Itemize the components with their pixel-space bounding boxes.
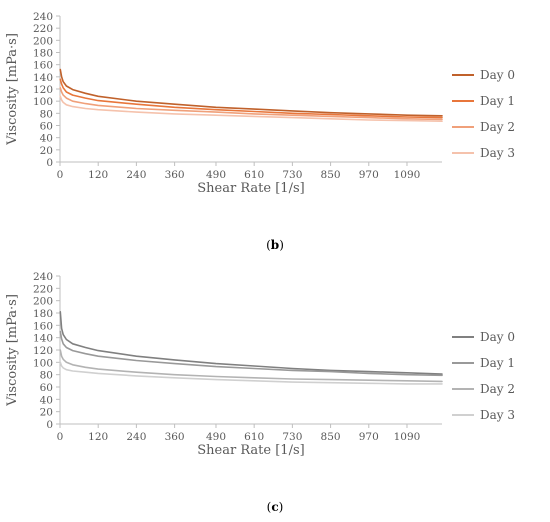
y-tick-label: 60: [40, 382, 53, 394]
figure-caption: (b): [266, 238, 284, 252]
y-tick-label: 220: [33, 283, 53, 295]
y-tick-label: 20: [40, 145, 53, 157]
x-tick-label: 0: [57, 431, 64, 443]
x-tick-label: 490: [206, 431, 226, 443]
y-axis-title: Viscosity [mPa·s]: [5, 33, 20, 146]
legend-label: Day 0: [480, 68, 515, 82]
x-tick-label: 1090: [394, 431, 421, 443]
legend-label: Day 2: [480, 120, 515, 134]
x-tick-label: 970: [359, 169, 379, 181]
series-line-day-0: [59, 310, 443, 375]
legend-label: Day 1: [480, 94, 515, 108]
y-tick-label: 180: [33, 308, 53, 320]
y-tick-label: 140: [33, 72, 53, 84]
series-line-day-0: [59, 68, 443, 117]
series-line-day-1: [59, 330, 443, 377]
y-tick-label: 200: [33, 296, 53, 308]
y-tick-label: 140: [33, 333, 53, 345]
y-tick-label: 40: [40, 133, 53, 145]
x-tick-label: 0: [57, 169, 64, 181]
x-tick-label: 610: [244, 431, 264, 443]
y-tick-label: 180: [33, 48, 53, 60]
y-tick-label: 40: [40, 394, 53, 406]
y-tick-label: 20: [40, 407, 53, 419]
y-tick-label: 220: [33, 23, 53, 35]
figure-caption: (c): [267, 500, 284, 514]
legend-label: Day 1: [480, 356, 515, 370]
x-tick-label: 610: [244, 169, 264, 181]
y-tick-label: 100: [33, 96, 53, 108]
x-axis-title: Shear Rate [1/s]: [197, 443, 304, 458]
y-tick-label: 240: [33, 271, 53, 283]
x-tick-label: 850: [321, 169, 341, 181]
y-tick-label: 100: [33, 357, 53, 369]
series-line-day-3: [59, 95, 443, 122]
x-tick-label: 970: [359, 431, 379, 443]
y-tick-label: 240: [33, 11, 53, 23]
y-tick-label: 80: [40, 370, 53, 382]
x-tick-label: 730: [282, 169, 302, 181]
x-tick-label: 1090: [394, 169, 421, 181]
x-axis-title: Shear Rate [1/s]: [197, 181, 304, 196]
y-tick-label: 0: [46, 419, 53, 431]
x-tick-label: 120: [88, 431, 108, 443]
x-tick-label: 730: [282, 431, 302, 443]
x-tick-label: 120: [88, 169, 108, 181]
legend-label: Day 2: [480, 382, 515, 396]
y-tick-label: 120: [33, 345, 53, 357]
y-tick-label: 160: [33, 320, 53, 332]
y-tick-label: 120: [33, 84, 53, 96]
x-tick-label: 360: [165, 169, 185, 181]
y-tick-label: 60: [40, 121, 53, 133]
series-line-day-2: [59, 349, 443, 383]
y-tick-label: 200: [33, 35, 53, 47]
x-tick-label: 240: [126, 431, 146, 443]
series-line-day-3: [59, 361, 443, 385]
y-tick-label: 160: [33, 60, 53, 72]
y-tick-label: 80: [40, 108, 53, 120]
y-axis-title: Viscosity [mPa·s]: [5, 294, 20, 407]
legend-label: Day 3: [480, 146, 515, 160]
series-line-day-1: [59, 78, 443, 119]
x-tick-label: 850: [321, 431, 341, 443]
legend-label: Day 3: [480, 408, 515, 422]
x-tick-label: 490: [206, 169, 226, 181]
y-tick-label: 0: [46, 157, 53, 169]
series-line-day-2: [59, 87, 443, 121]
x-tick-label: 240: [126, 169, 146, 181]
x-tick-label: 360: [165, 431, 185, 443]
legend-label: Day 0: [480, 330, 515, 344]
